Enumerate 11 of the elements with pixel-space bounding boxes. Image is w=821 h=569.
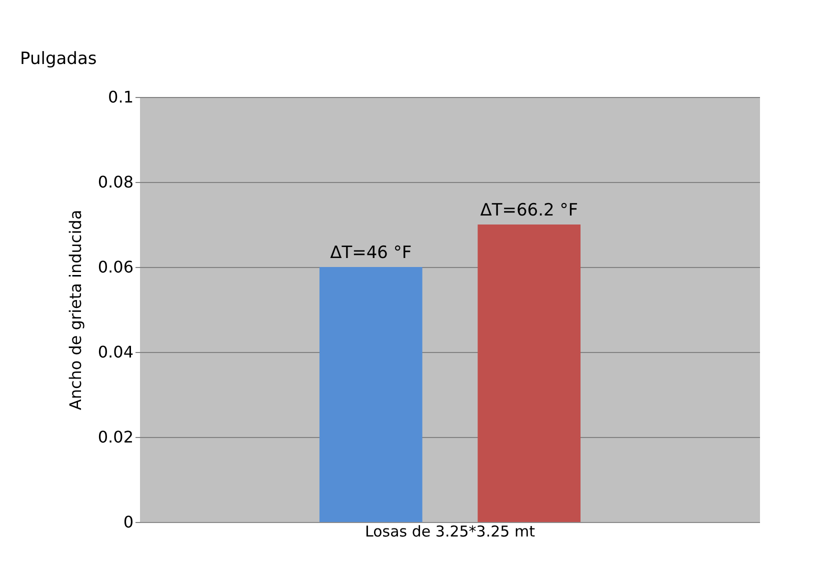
y-tick-label: 0.04: [98, 342, 134, 362]
y-tick-label: 0.08: [98, 172, 134, 192]
y-tick-label: 0.02: [98, 428, 134, 446]
x-tick-label: Losas de 3.25*3.25 mt: [365, 522, 536, 540]
series-label: ΔT=66.2 °F: [480, 200, 578, 220]
series-label: ΔT=46 °F: [330, 243, 412, 263]
y-tick-label: 0.06: [98, 258, 134, 276]
y-axis-title: Ancho de grieta inducida: [66, 210, 85, 410]
y-tick-label: 0: [123, 512, 134, 532]
text: Pulgadas: [20, 49, 97, 69]
y-tick-label: 0.1: [108, 88, 134, 106]
